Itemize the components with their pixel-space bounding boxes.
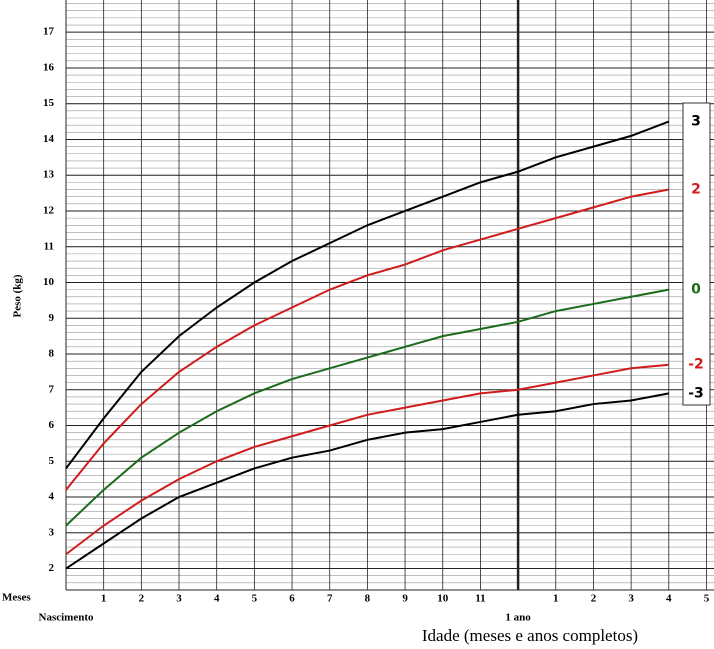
x-tick-label: 1 ano bbox=[505, 612, 531, 624]
y-tick-label: 7 bbox=[49, 383, 55, 395]
legend-label: 0 bbox=[691, 282, 701, 298]
y-tick-label: 12 bbox=[43, 205, 55, 217]
y-axis-label: Peso (kg) bbox=[12, 274, 24, 317]
y-tick-label: 8 bbox=[49, 348, 55, 360]
y-tick-label: 15 bbox=[43, 97, 55, 109]
y-tick-label: 6 bbox=[49, 419, 55, 431]
y-tick-label: 14 bbox=[43, 133, 55, 145]
y-tick-label: 17 bbox=[43, 26, 55, 38]
x-tick-label: 3 bbox=[176, 593, 182, 605]
y-tick-label: 16 bbox=[43, 61, 55, 73]
x-tick-label: 3 bbox=[628, 593, 634, 605]
x-tick-label: 11 bbox=[475, 593, 485, 605]
y-tick-label: 2 bbox=[49, 562, 55, 574]
x-tick-label: 6 bbox=[289, 593, 295, 605]
x-tick-label: 8 bbox=[365, 593, 371, 605]
y-tick-label: 9 bbox=[49, 312, 55, 324]
y-tick-label: 11 bbox=[44, 240, 54, 252]
x-tick-label: 2 bbox=[139, 593, 145, 605]
legend-label: -3 bbox=[688, 385, 704, 401]
legend-label: 3 bbox=[691, 114, 701, 130]
x-tick-label: 5 bbox=[704, 593, 710, 605]
line-series bbox=[65, 363, 669, 556]
x-tick-label: 5 bbox=[252, 593, 258, 605]
y-tick-label: 5 bbox=[49, 455, 55, 467]
line-series bbox=[65, 288, 669, 527]
y-tick-label: 4 bbox=[49, 491, 55, 503]
legend-box bbox=[682, 102, 711, 406]
x-tick-label: 2 bbox=[591, 593, 597, 605]
line-series bbox=[65, 392, 669, 570]
x-tick-label: 10 bbox=[437, 593, 449, 605]
x-tick-label: 1 bbox=[553, 593, 559, 605]
y-tick-label: 13 bbox=[43, 169, 55, 181]
y-tick-label: 10 bbox=[43, 276, 55, 288]
x-tick-label: 4 bbox=[666, 593, 672, 605]
x-tick-label: 4 bbox=[214, 593, 220, 605]
x-tick-label: 7 bbox=[327, 593, 333, 605]
line-series bbox=[65, 120, 670, 470]
x-origin-label: Nascimento bbox=[39, 612, 94, 624]
y-tick-label: 3 bbox=[49, 526, 55, 538]
legend-label: 2 bbox=[691, 182, 701, 198]
x-axis-label: Idade (meses e anos completos) bbox=[422, 626, 638, 645]
x-tick-label: 9 bbox=[402, 593, 408, 605]
line-series bbox=[65, 188, 669, 491]
legend-label: -2 bbox=[688, 357, 704, 373]
x-unit-label: Meses bbox=[2, 592, 31, 604]
x-tick-label: 1 bbox=[101, 593, 107, 605]
